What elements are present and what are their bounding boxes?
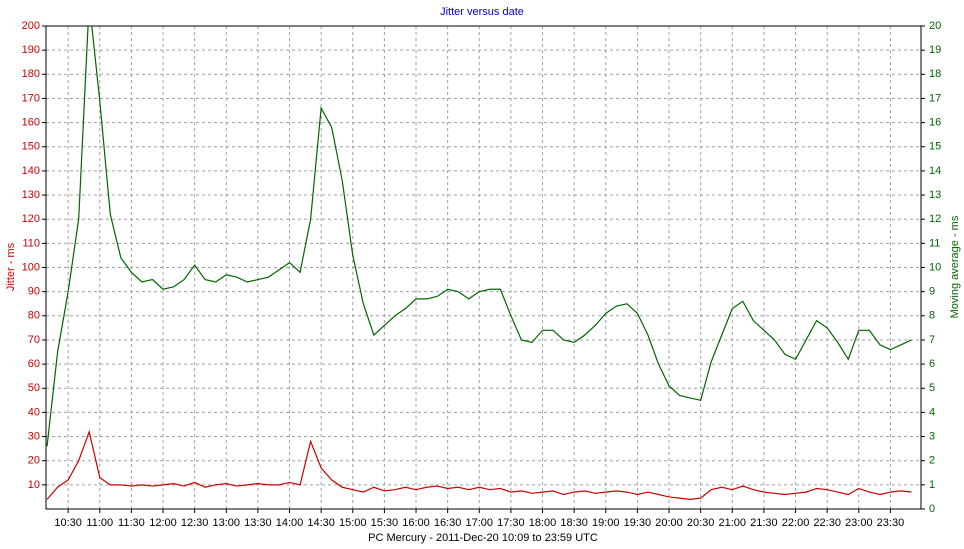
y2-tick-label: 15	[929, 141, 941, 153]
y2-tick-label: 8	[929, 310, 935, 322]
y2-tick-label: 1	[929, 479, 935, 491]
y2-tick-label: 11	[929, 237, 940, 249]
x-tick-label: 23:30	[877, 517, 905, 529]
chart-title: Jitter versus date	[440, 6, 524, 18]
x-tick-label: 14:00	[276, 517, 304, 529]
y2-axis-label: Moving average - ms	[949, 215, 961, 318]
x-tick-label: 16:00	[402, 517, 430, 529]
y-tick-label: 20	[28, 455, 40, 467]
x-axis-label: PC Mercury - 2011-Dec-20 10:09 to 23:59 …	[368, 532, 598, 544]
y2-tick-label: 16	[929, 117, 941, 129]
y-tick-label: 150	[22, 141, 40, 153]
y-tick-label: 180	[22, 68, 40, 80]
y2-tick-label: 12	[929, 213, 941, 225]
y2-tick-label: 6	[929, 358, 935, 370]
y-tick-label: 120	[22, 213, 40, 225]
x-tick-label: 22:30	[813, 517, 841, 529]
y2-tick-label: 3	[929, 430, 935, 442]
x-tick-label: 16:30	[434, 517, 462, 529]
y-tick-label: 140	[22, 165, 40, 177]
y-axis-label: Jitter - ms	[5, 242, 17, 291]
series-line	[46, 429, 912, 500]
y-tick-label: 160	[22, 117, 40, 129]
y-tick-label: 60	[28, 358, 40, 370]
y2-tick-label: 5	[929, 382, 935, 394]
y-tick-label: 190	[22, 44, 40, 56]
plot-frame	[45, 25, 922, 510]
y2-tick-label: 2	[929, 455, 935, 467]
x-tick-label: 10:30	[54, 517, 82, 529]
x-tick-label: 18:00	[529, 517, 557, 529]
x-tick-label: 20:00	[655, 517, 683, 529]
x-tick-label: 21:30	[750, 517, 778, 529]
x-tick-label: 20:30	[687, 517, 715, 529]
y2-tick-label: 20	[929, 20, 941, 32]
x-tick-label: 19:00	[592, 517, 620, 529]
x-tick-label: 11:30	[118, 517, 145, 529]
x-tick-label: 22:00	[782, 517, 810, 529]
plot-area	[46, 26, 921, 509]
y2-tick-label: 0	[929, 503, 935, 515]
x-tick-label: 19:30	[624, 517, 652, 529]
x-tick-label: 12:00	[149, 517, 177, 529]
y2-tick-label: 10	[929, 261, 941, 273]
y2-tick-label: 18	[929, 68, 941, 80]
y-tick-label: 30	[28, 430, 40, 442]
y2-tick-label: 4	[929, 406, 935, 418]
y-tick-label: 110	[22, 237, 40, 249]
x-tick-label: 13:30	[244, 517, 272, 529]
series-line	[46, 26, 912, 447]
x-tick-label: 11:00	[86, 517, 113, 529]
x-tick-label: 15:30	[371, 517, 399, 529]
y2-tick-label: 19	[929, 44, 941, 56]
x-tick-label: 21:00	[719, 517, 747, 529]
y-tick-label: 90	[28, 286, 40, 298]
y-tick-label: 10	[28, 479, 40, 491]
y-tick-label: 50	[28, 382, 40, 394]
y-tick-label: 40	[28, 406, 40, 418]
x-tick-label: 15:00	[339, 517, 367, 529]
y2-tick-label: 17	[929, 92, 941, 104]
x-tick-label: 17:30	[497, 517, 525, 529]
x-tick-label: 23:00	[845, 517, 873, 529]
y-tick-label: 100	[22, 261, 40, 273]
x-tick-label: 17:00	[466, 517, 494, 529]
x-tick-label: 12:30	[181, 517, 209, 529]
x-tick-label: 18:30	[560, 517, 588, 529]
y-tick-label: 200	[22, 20, 40, 32]
y2-tick-label: 9	[929, 286, 935, 298]
y-tick-label: 70	[28, 334, 40, 346]
y2-tick-label: 13	[929, 189, 941, 201]
y-tick-label: 130	[22, 189, 40, 201]
x-tick-label: 14:30	[307, 517, 335, 529]
x-tick-label: 13:00	[213, 517, 241, 529]
y2-tick-label: 14	[929, 165, 941, 177]
y2-tick-label: 7	[929, 334, 935, 346]
y-tick-label: 170	[22, 92, 40, 104]
y-tick-label: 80	[28, 310, 40, 322]
